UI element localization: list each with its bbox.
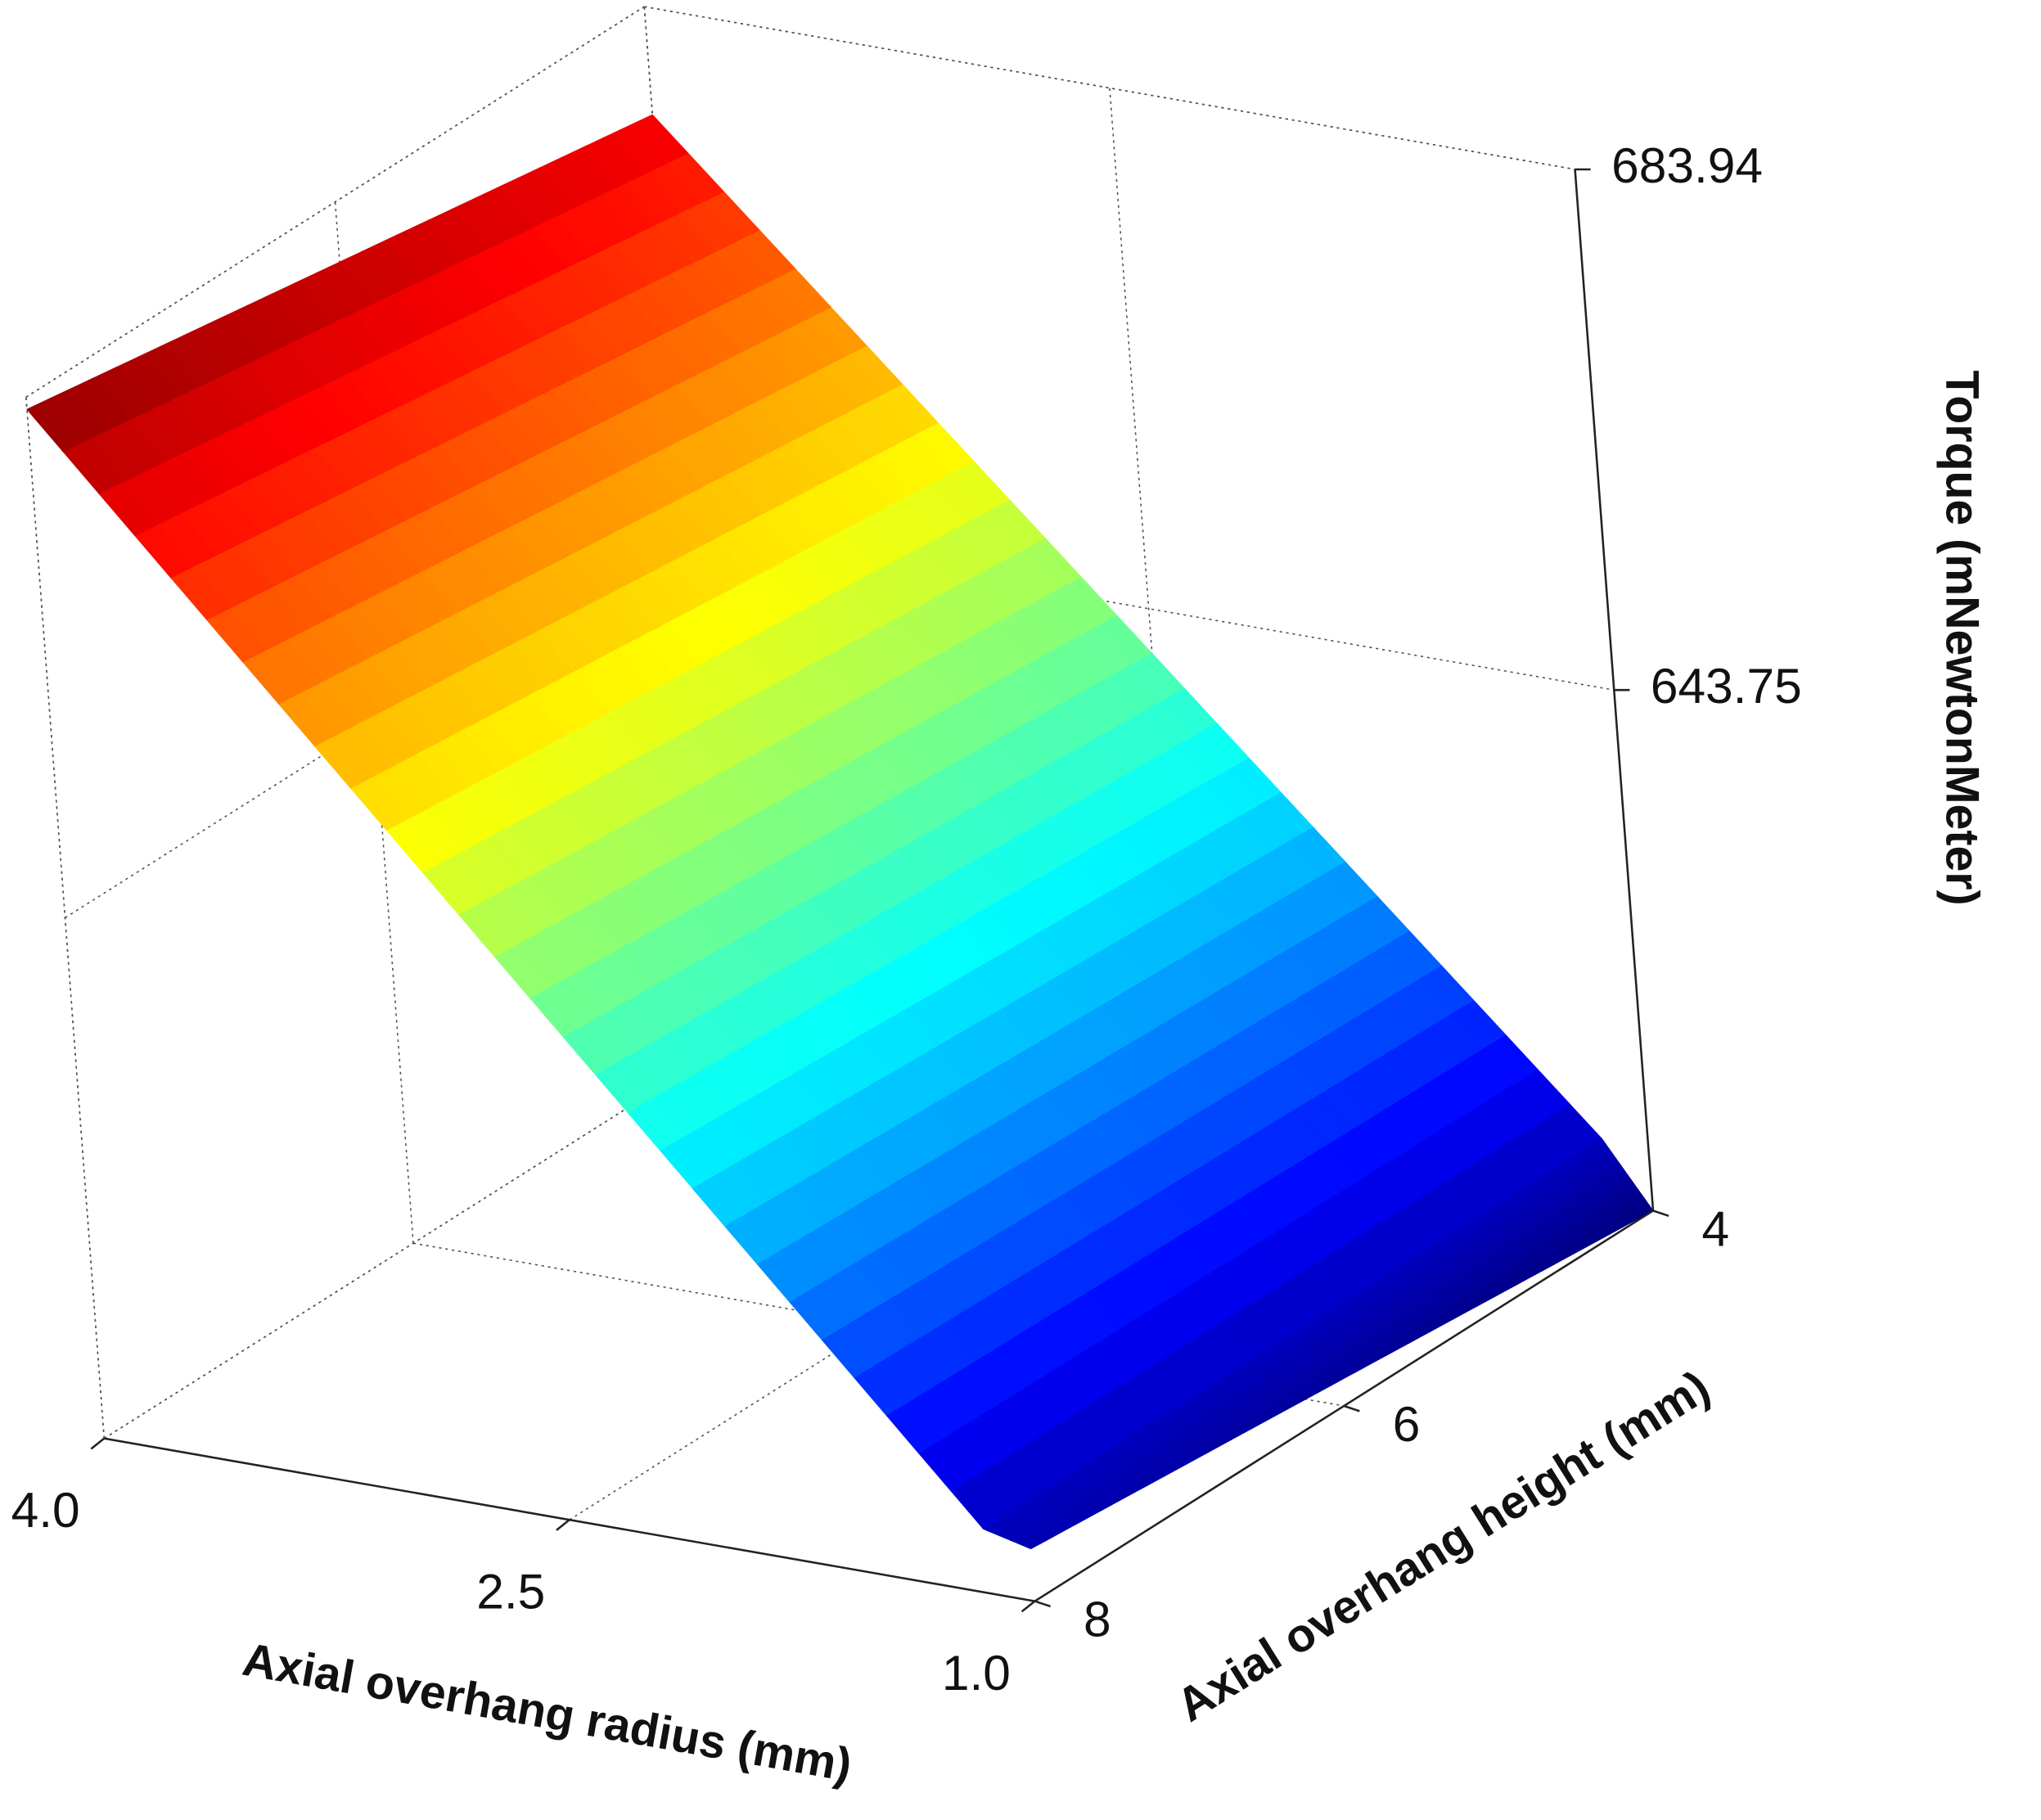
z-axis-title: Torque (mNewtonMeter): [1936, 371, 1989, 906]
y-tick: [1343, 1404, 1360, 1412]
surface: [26, 114, 1654, 1550]
surface-patch: [529, 985, 586, 1038]
surface-patch: [840, 813, 897, 863]
surface-patch: [982, 1514, 1010, 1531]
grid-line: [25, 397, 106, 1439]
surface-patch: [339, 250, 399, 304]
surface-patch: [1291, 1319, 1319, 1338]
grid-line: [25, 6, 645, 398]
x-tick-label: 4.0: [11, 1482, 80, 1538]
x-axis: [104, 1437, 1035, 1602]
grid-line: [644, 6, 1575, 170]
x-tick-label: 1.0: [942, 1645, 1011, 1701]
z-axis: [1574, 169, 1655, 1211]
surface-cell: [840, 652, 1603, 1335]
axes: 643.75 683.94 4.0 2.5 1.0 4 6 8: [11, 137, 1802, 1701]
z-tick-label: 643.75: [1651, 658, 1802, 714]
x-tick: [90, 1437, 106, 1450]
z-tick-label: 683.94: [1611, 137, 1763, 193]
surface-cell: [529, 826, 1294, 1530]
y-tick: [1652, 1210, 1669, 1217]
x-tick: [556, 1519, 570, 1531]
surface-cell: [339, 114, 1153, 827]
grid-line: [412, 1242, 1345, 1407]
surface-cell: [1291, 1138, 1654, 1381]
y-tick-label: 8: [1084, 1592, 1111, 1647]
y-axis: [1034, 1210, 1654, 1602]
y-tick-label: 6: [1393, 1396, 1421, 1452]
grid-line: [1109, 88, 1189, 1130]
x-tick-label: 2.5: [476, 1563, 545, 1619]
y-tick-label: 4: [1702, 1201, 1730, 1256]
x-axis-title: Axial overhang radius (mm): [239, 1633, 856, 1792]
x-tick: [1020, 1600, 1036, 1613]
surface-cell: [26, 261, 842, 999]
y-tick: [1034, 1600, 1051, 1608]
surface-cell: [982, 1333, 1343, 1550]
surface-patch: [26, 398, 86, 453]
